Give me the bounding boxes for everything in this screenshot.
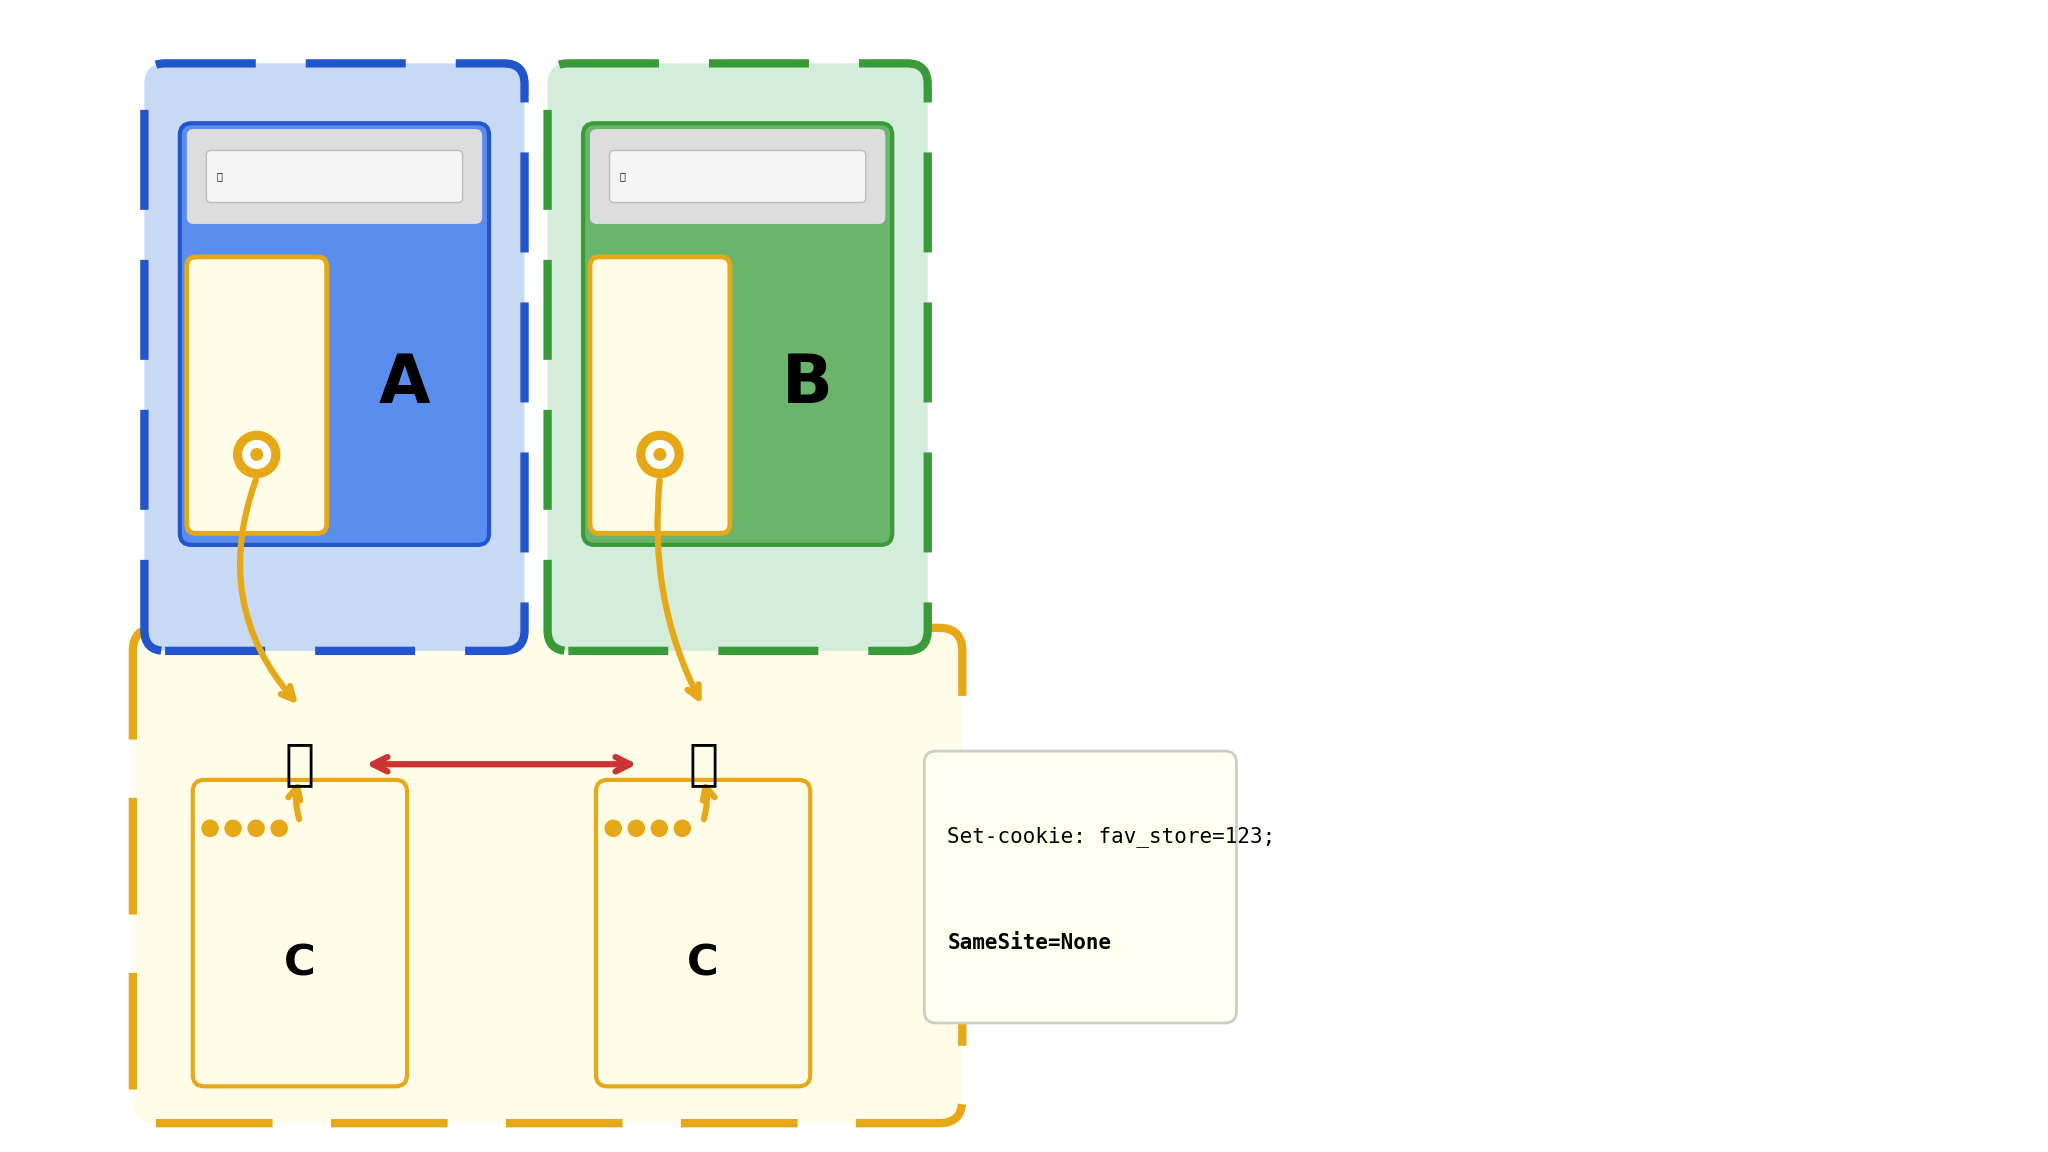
- FancyBboxPatch shape: [145, 63, 524, 651]
- Circle shape: [203, 820, 219, 836]
- Text: 🍪: 🍪: [688, 741, 719, 788]
- Circle shape: [637, 431, 682, 477]
- Text: A: A: [379, 351, 430, 417]
- FancyBboxPatch shape: [610, 151, 866, 203]
- Circle shape: [252, 448, 262, 460]
- Circle shape: [233, 431, 281, 477]
- FancyBboxPatch shape: [193, 780, 408, 1086]
- FancyBboxPatch shape: [180, 123, 489, 545]
- Text: C: C: [285, 942, 315, 984]
- Circle shape: [653, 448, 666, 460]
- FancyBboxPatch shape: [590, 257, 729, 533]
- FancyBboxPatch shape: [186, 302, 481, 372]
- FancyArrowPatch shape: [702, 787, 715, 819]
- Text: 🍪: 🍪: [285, 741, 315, 788]
- FancyArrowPatch shape: [240, 480, 293, 699]
- Circle shape: [629, 820, 645, 836]
- Text: Set-cookie: fav_store=123;: Set-cookie: fav_store=123;: [948, 826, 1276, 847]
- Text: B: B: [782, 351, 834, 417]
- FancyBboxPatch shape: [924, 751, 1237, 1023]
- Text: 🔒: 🔒: [217, 172, 223, 182]
- FancyBboxPatch shape: [584, 123, 893, 545]
- FancyBboxPatch shape: [590, 129, 885, 223]
- FancyBboxPatch shape: [133, 628, 963, 1123]
- FancyBboxPatch shape: [590, 302, 885, 372]
- Circle shape: [244, 440, 270, 468]
- FancyArrowPatch shape: [657, 480, 698, 698]
- Text: 🔒: 🔒: [621, 172, 627, 182]
- FancyBboxPatch shape: [596, 780, 811, 1086]
- FancyArrowPatch shape: [289, 787, 301, 819]
- Text: SameSite=None: SameSite=None: [948, 933, 1112, 953]
- Circle shape: [645, 440, 674, 468]
- FancyBboxPatch shape: [186, 129, 481, 223]
- Text: C: C: [688, 942, 719, 984]
- FancyBboxPatch shape: [186, 257, 328, 533]
- Circle shape: [225, 820, 242, 836]
- Circle shape: [651, 820, 668, 836]
- Circle shape: [606, 820, 621, 836]
- Circle shape: [270, 820, 287, 836]
- Circle shape: [674, 820, 690, 836]
- FancyBboxPatch shape: [207, 151, 463, 203]
- FancyBboxPatch shape: [547, 63, 928, 651]
- Circle shape: [248, 820, 264, 836]
